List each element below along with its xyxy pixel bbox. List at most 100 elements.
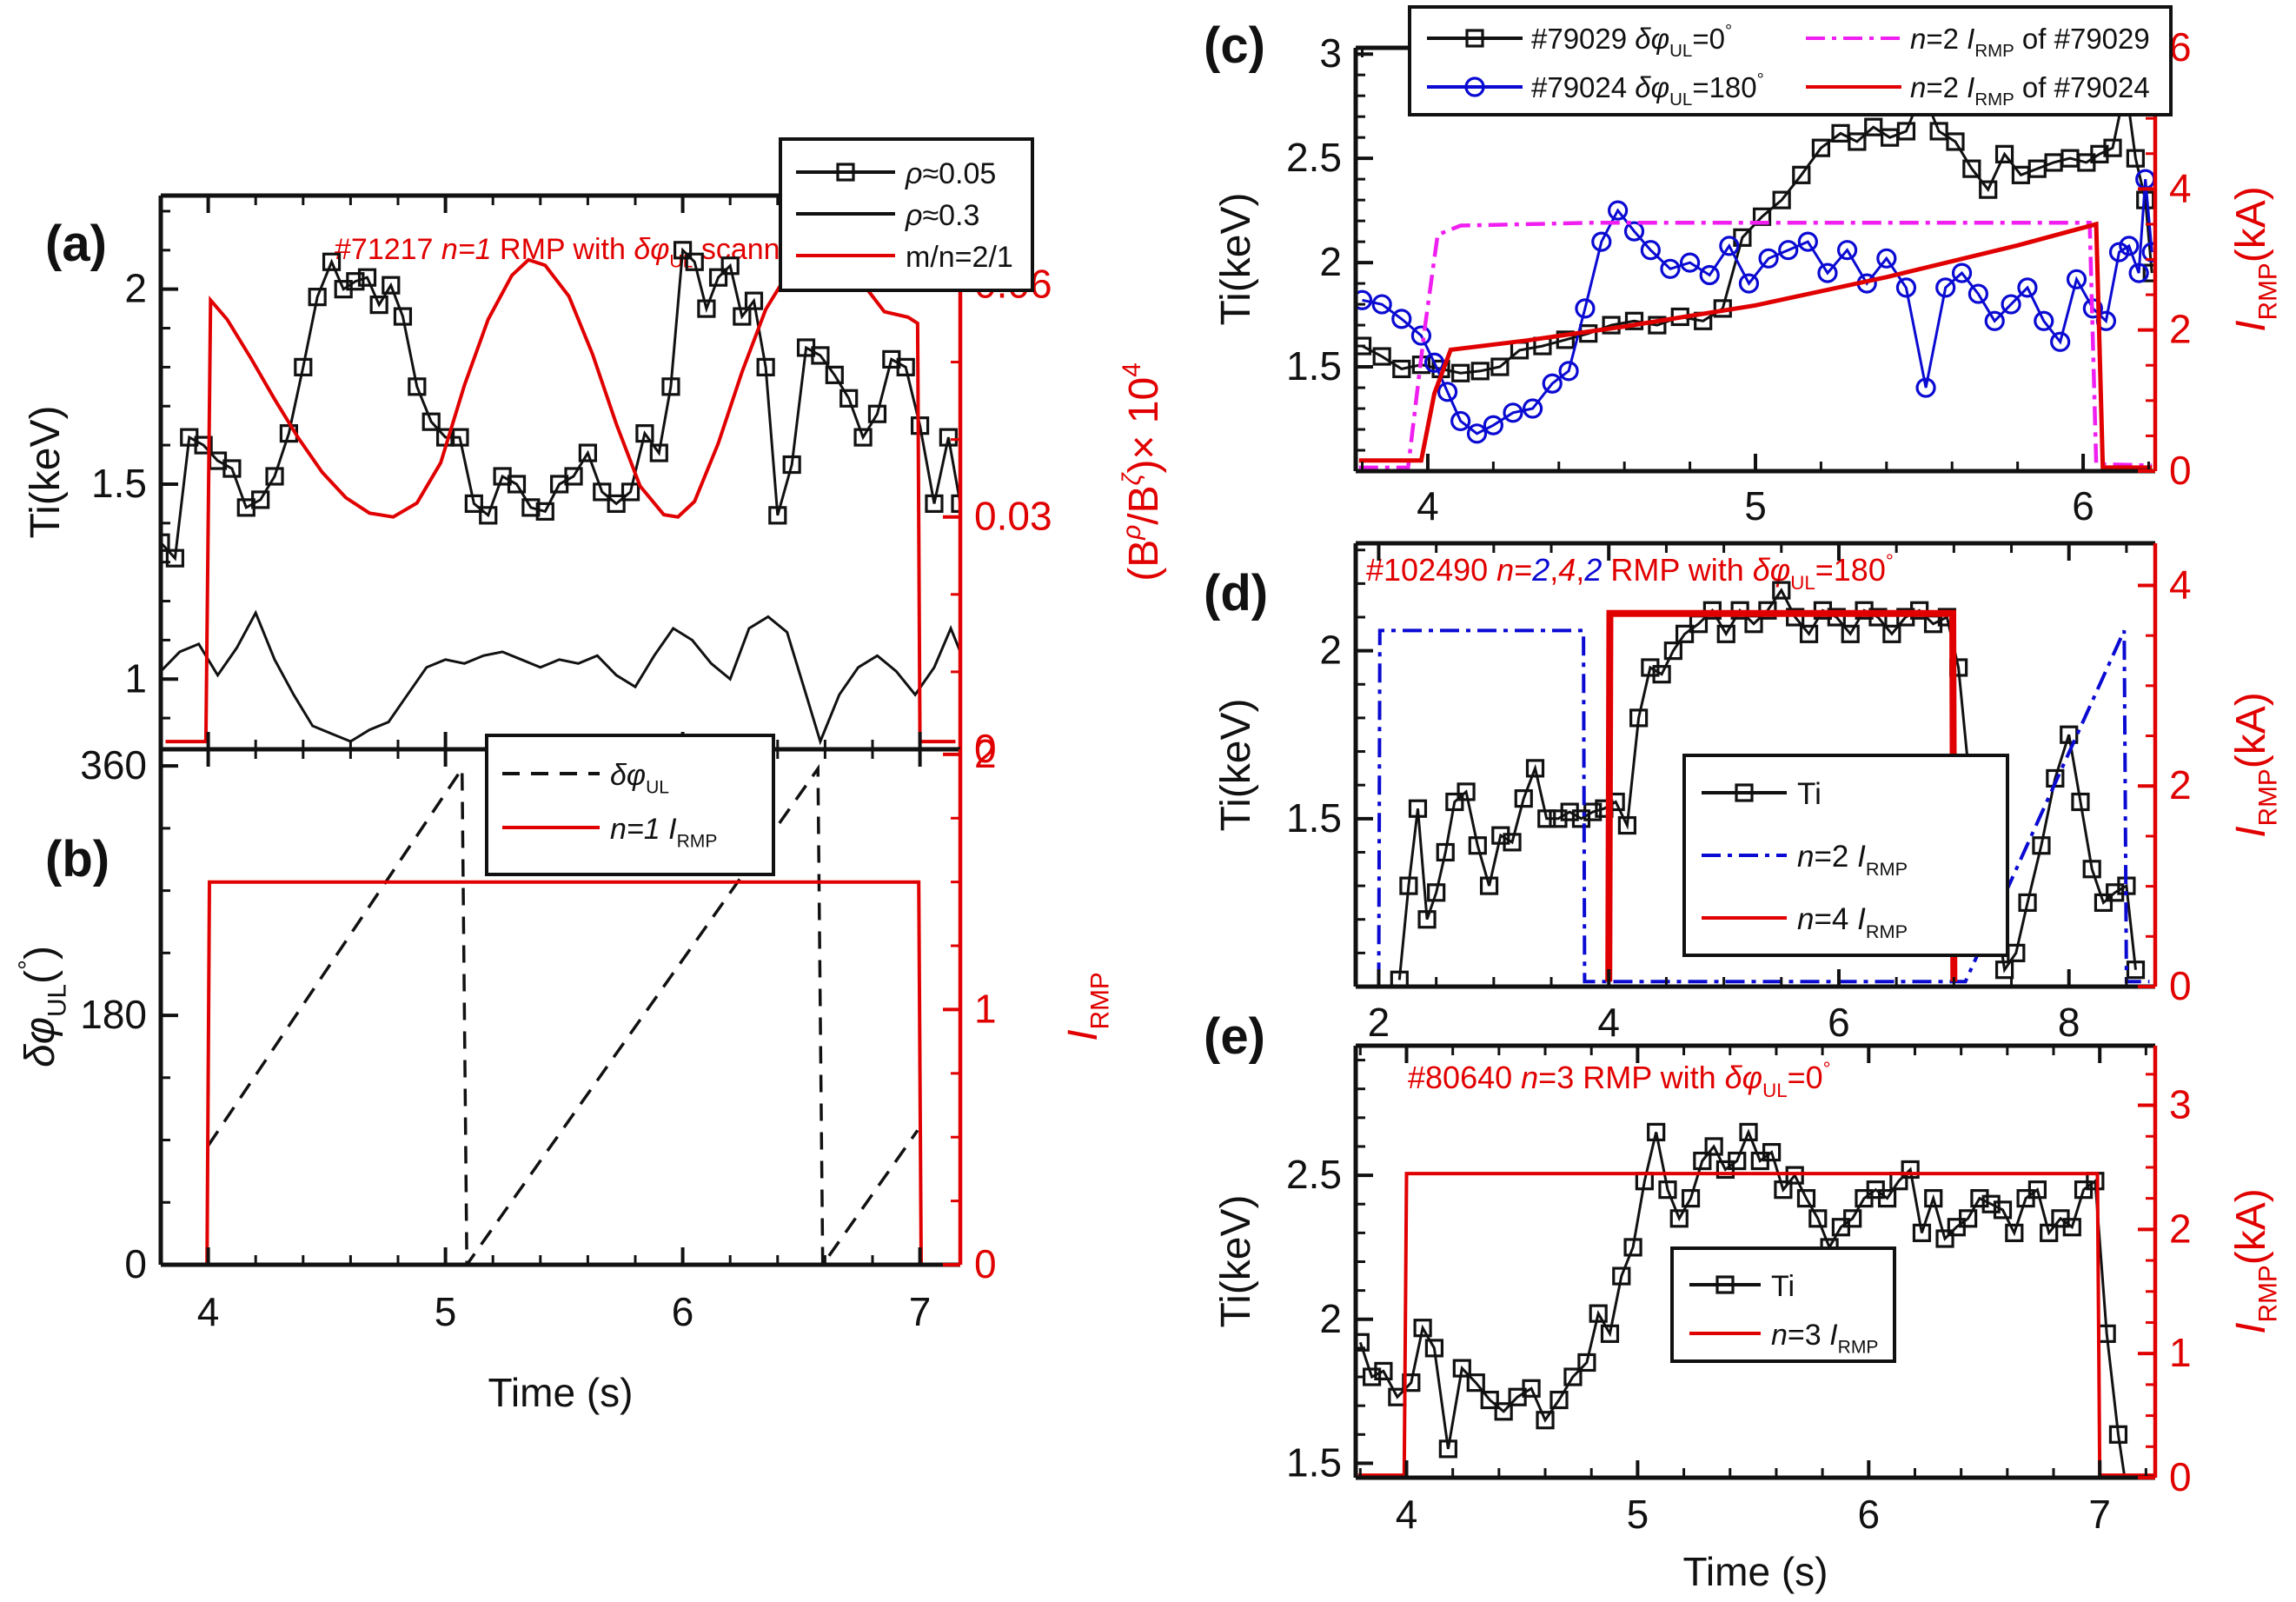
marker-square xyxy=(1392,359,1411,379)
panel-d-axes: 2 4 6 8 1.5 2 0 2 4 xyxy=(1286,541,2192,1045)
panel-a-legend: ρ≈0.05 ρ≈0.3 m/n=2/1 xyxy=(779,137,1034,292)
marker-circle xyxy=(1391,309,1412,329)
y-right-tick-label: 3 xyxy=(2169,1082,2192,1127)
panel-e-title: #80640 n=3 RMP with δφUL=0° xyxy=(1408,1058,1831,1101)
marker-square xyxy=(1424,1339,1444,1358)
marker-square xyxy=(408,377,427,396)
marker-square xyxy=(1466,1373,1485,1393)
marker-square xyxy=(2108,1425,2128,1444)
panel-d: (d) #102490 n=2,4,2 RMP with δφUL=180° 2 4 6… xyxy=(1204,541,2282,1045)
marker-square xyxy=(1675,624,1695,643)
panel-c-legend: #79029 δφUL=0° #79024 δφUL=180° n=2 IRMP o… xyxy=(1408,5,2173,116)
marker-square xyxy=(1536,1411,1555,1430)
marker-square xyxy=(1537,809,1556,828)
marker-circle xyxy=(2034,310,2054,331)
marker-square xyxy=(1522,1379,1541,1398)
y-right-tick-label: 2 xyxy=(2169,1206,2192,1251)
legend-entry-label: Ti xyxy=(1771,1270,1795,1303)
marker-square xyxy=(1796,1189,1816,1208)
y-left-tick-label: 1 xyxy=(124,655,147,701)
marker-square xyxy=(346,272,365,291)
marker-square xyxy=(2062,1218,2081,1237)
marker-square xyxy=(697,299,716,318)
y-left-tick-label: 1.5 xyxy=(1286,795,1342,841)
marker-square xyxy=(251,490,270,509)
marker-square xyxy=(265,467,284,486)
marker-square xyxy=(1901,1160,1920,1180)
marker-square xyxy=(2071,792,2090,812)
marker-circle xyxy=(1797,231,1818,252)
marker-square xyxy=(649,443,668,462)
marker-square xyxy=(733,307,752,326)
marker-square xyxy=(1762,1142,1782,1162)
marker-circle xyxy=(1464,76,1485,97)
marker-square xyxy=(685,252,704,271)
marker-square xyxy=(1417,910,1437,929)
marker-square xyxy=(450,428,469,447)
marker-square xyxy=(708,268,728,287)
x-tick-label: 2 xyxy=(1368,1000,1390,1045)
marker-circle xyxy=(1660,258,1681,279)
marker-square xyxy=(768,506,787,525)
marker-circle xyxy=(2017,277,2038,298)
marker-square xyxy=(1669,1209,1689,1228)
marker-circle xyxy=(1738,273,1760,294)
marker-square xyxy=(393,307,413,326)
panel-c-yleft-label: Ti(keV) xyxy=(1213,193,1259,326)
panel-d-tag: (d) xyxy=(1204,565,1268,622)
marker-square xyxy=(720,256,740,276)
panel-c-series xyxy=(1356,76,2155,470)
legend-entry-label: δφUL xyxy=(610,759,669,798)
marker-square xyxy=(2060,725,2079,744)
marker-circle xyxy=(1423,352,1445,373)
legend-entry-label: #79029 δφUL=0° xyxy=(1531,21,1732,61)
marker-square xyxy=(165,548,184,568)
marker-square xyxy=(322,252,342,271)
marker-square xyxy=(951,494,960,513)
y-right-tick-label: 0 xyxy=(974,726,997,771)
series-m/n=2/1 xyxy=(165,253,956,744)
marker-square xyxy=(578,443,597,462)
marker-square xyxy=(1436,842,1455,862)
marker-square xyxy=(1993,1200,2013,1220)
y-left-tick-label: 1.5 xyxy=(1286,1439,1342,1485)
legend-entry-label: n=2 IRMP xyxy=(1797,840,1908,880)
marker-square xyxy=(1374,1361,1393,1381)
y-left-tick-label: 2 xyxy=(124,266,147,311)
marker-square xyxy=(1624,311,1644,330)
x-tick-label: 5 xyxy=(435,1289,457,1334)
marker-square xyxy=(357,268,377,287)
y-right-tick-label: 0 xyxy=(2169,963,2192,1008)
legend-entry-label: n=2 IRMP of #79029 xyxy=(1910,23,2150,61)
y-right-tick-label: 0 xyxy=(2169,448,2192,493)
marker-circle xyxy=(1410,325,1432,346)
panel-e: (e) #80640 n=3 RMP with δφUL=0° 4 5 6 7 1.5 2 2.… xyxy=(1204,1008,2282,1594)
legend-entry-label: n=4 IRMP xyxy=(1797,902,1908,942)
panel-e-axes: 4 5 6 7 1.5 2 2.5 0 1 2 3 xyxy=(1286,1043,2192,1537)
marker-square xyxy=(1480,1390,1499,1410)
marker-circle xyxy=(1778,240,1799,261)
series-delta-phi-UL xyxy=(207,763,919,1265)
legend-entry-label: Ti xyxy=(1797,777,1822,811)
marker-square xyxy=(1868,608,1888,627)
marker-square xyxy=(839,389,859,408)
y-left-tick-label: 360 xyxy=(80,742,147,788)
marker-circle xyxy=(1699,264,1720,286)
marker-square xyxy=(1693,1151,1712,1171)
panel-c: (c) 4 5 6 1.5 2 2.5 3 0 2 4 6 Ti(keV) IRMP(kA) #79029 … xyxy=(1204,5,2282,528)
panel-e-xaxis-title: Time (s) xyxy=(1683,1549,1828,1594)
marker-square xyxy=(825,365,844,384)
marker-square xyxy=(673,241,693,260)
marker-circle xyxy=(1876,248,1897,269)
marker-circle xyxy=(2108,242,2130,263)
marker-square xyxy=(1935,1229,1954,1248)
panel-b-legend: δφUL n=1 IRMP xyxy=(485,734,775,876)
marker-square xyxy=(1445,792,1464,812)
marker-square xyxy=(925,494,944,513)
marker-square xyxy=(1556,330,1575,349)
marker-square xyxy=(1490,357,1510,376)
marker-square xyxy=(1356,1333,1370,1352)
marker-square xyxy=(1946,132,1965,151)
